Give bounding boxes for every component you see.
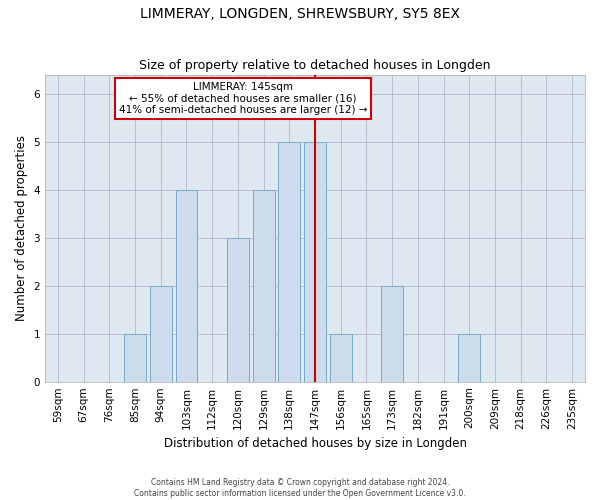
Text: LIMMERAY, LONGDEN, SHREWSBURY, SY5 8EX: LIMMERAY, LONGDEN, SHREWSBURY, SY5 8EX	[140, 8, 460, 22]
Bar	[304, 142, 326, 382]
X-axis label: Distribution of detached houses by size in Longden: Distribution of detached houses by size …	[164, 437, 467, 450]
Bar	[176, 190, 197, 382]
Bar	[253, 190, 275, 382]
Bar	[381, 286, 403, 382]
Title: Size of property relative to detached houses in Longden: Size of property relative to detached ho…	[139, 59, 491, 72]
Bar	[330, 334, 352, 382]
Text: Contains HM Land Registry data © Crown copyright and database right 2024.
Contai: Contains HM Land Registry data © Crown c…	[134, 478, 466, 498]
Bar	[278, 142, 300, 382]
Bar	[150, 286, 172, 382]
Bar	[458, 334, 480, 382]
Bar	[227, 238, 249, 382]
Y-axis label: Number of detached properties: Number of detached properties	[15, 135, 28, 321]
Text: LIMMERAY: 145sqm
← 55% of detached houses are smaller (16)
41% of semi-detached : LIMMERAY: 145sqm ← 55% of detached house…	[119, 82, 367, 115]
Bar	[124, 334, 146, 382]
